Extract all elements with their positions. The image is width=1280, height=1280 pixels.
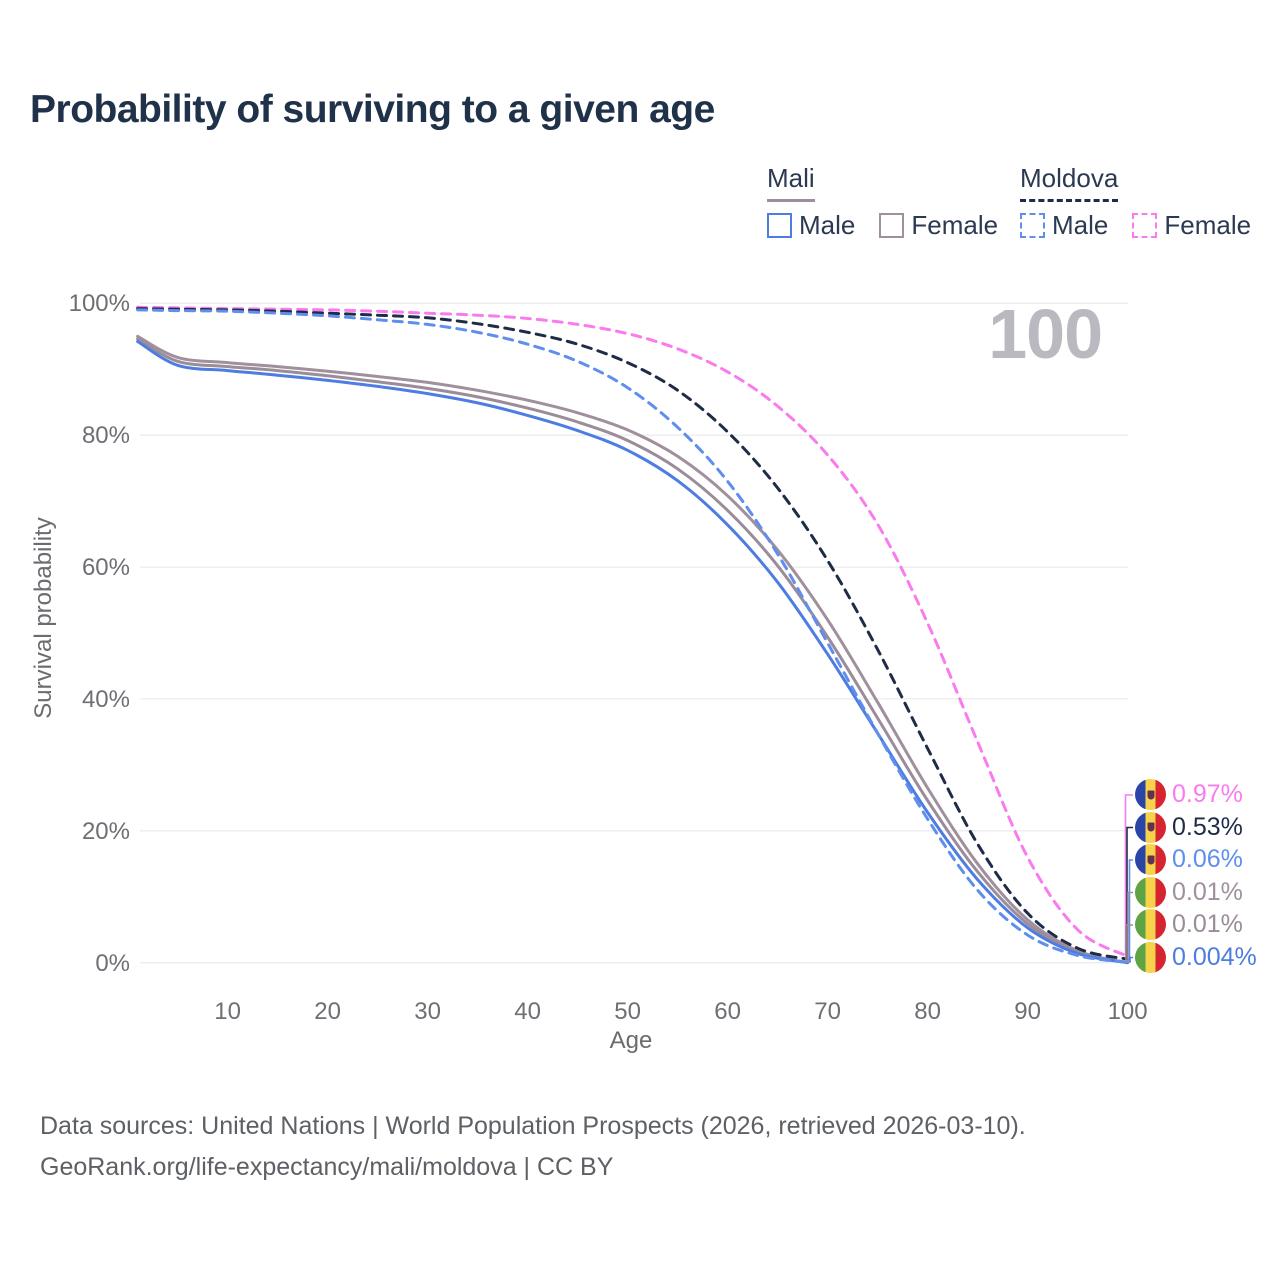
legend-item-label: Female bbox=[911, 210, 999, 240]
x-axis-title: Age bbox=[609, 1027, 653, 1054]
attribution-line: GeoRank.org/life-expectancy/mali/moldova… bbox=[40, 1153, 614, 1181]
end-label-value: 0.53% bbox=[1172, 812, 1243, 841]
legend-country-moldova[interactable]: Moldova bbox=[1020, 163, 1119, 202]
legend-swatch-icon bbox=[1020, 213, 1045, 238]
end-label-moldova-male[interactable]: 0.06% bbox=[1135, 844, 1243, 875]
y-tick-label: 40% bbox=[81, 685, 130, 713]
x-tick-label: 10 bbox=[214, 998, 241, 1025]
mali-flag-icon bbox=[1135, 876, 1166, 908]
end-label-mali-male[interactable]: 0.004% bbox=[1135, 941, 1257, 973]
series-line-moldova-male[interactable] bbox=[136, 308, 1130, 964]
y-axis-title: Survival probability bbox=[30, 517, 57, 719]
y-tick-label: 0% bbox=[95, 949, 130, 977]
legend-group-mali: Mali Male Female bbox=[767, 163, 1022, 243]
legend-group-moldova: Moldova Male Female bbox=[1020, 163, 1275, 243]
age-indicator: 100 bbox=[988, 295, 1103, 373]
moldova-flag-icon bbox=[1135, 779, 1166, 810]
mali-flag-icon bbox=[1135, 941, 1166, 973]
end-label-value: 0.06% bbox=[1172, 845, 1243, 873]
end-label-connector bbox=[1124, 794, 1133, 957]
legend-item-label: Female bbox=[1164, 210, 1252, 240]
legend-item-moldova-female[interactable]: Female bbox=[1132, 210, 1251, 241]
end-label-connector bbox=[1128, 859, 1133, 963]
x-tick-label: 50 bbox=[614, 998, 641, 1025]
end-label-connector bbox=[1127, 891, 1133, 963]
end-label-connector bbox=[1125, 924, 1133, 963]
moldova-flag-icon bbox=[1135, 811, 1166, 843]
x-tick-label: 90 bbox=[1014, 998, 1041, 1025]
y-tick-label: 60% bbox=[81, 554, 130, 582]
end-label-connector bbox=[1129, 956, 1133, 963]
y-tick-label: 80% bbox=[81, 422, 130, 450]
legend-country-mali[interactable]: Mali bbox=[767, 163, 815, 202]
legend-swatch-icon bbox=[1132, 213, 1158, 238]
x-tick-label: 100 bbox=[1107, 998, 1148, 1025]
series-line-moldova[interactable] bbox=[136, 307, 1130, 961]
legend-item-label: Male bbox=[1052, 210, 1109, 240]
end-label-mali[interactable]: 0.01% bbox=[1135, 909, 1243, 940]
end-label-mali-female[interactable]: 0.01% bbox=[1135, 876, 1243, 908]
legend-item-moldova-male[interactable]: Male bbox=[1020, 210, 1108, 241]
end-label-moldova[interactable]: 0.53% bbox=[1135, 811, 1243, 843]
chart-footer: Data sources: United Nations | World Pop… bbox=[40, 1106, 1026, 1188]
series-line-mali-male[interactable] bbox=[136, 340, 1130, 965]
y-tick-label: 20% bbox=[81, 817, 130, 845]
series-line-mali[interactable] bbox=[136, 337, 1130, 965]
legend-item-label: Male bbox=[799, 210, 856, 240]
end-label-connector bbox=[1126, 826, 1133, 960]
x-tick-label: 80 bbox=[914, 998, 941, 1025]
legend-item-mali-female[interactable]: Female bbox=[879, 210, 998, 241]
end-label-value: 0.004% bbox=[1172, 942, 1257, 971]
series-line-moldova-female[interactable] bbox=[136, 305, 1130, 958]
x-tick-label: 60 bbox=[714, 998, 741, 1025]
chart-title: Probability of surviving to a given age bbox=[30, 88, 715, 131]
x-tick-label: 30 bbox=[414, 998, 441, 1025]
x-tick-label: 40 bbox=[514, 998, 541, 1025]
end-label-value: 0.01% bbox=[1172, 877, 1243, 906]
y-tick-label: 100% bbox=[68, 290, 130, 318]
end-label-value: 0.97% bbox=[1172, 780, 1243, 808]
x-tick-label: 20 bbox=[314, 998, 341, 1025]
legend-item-mali-male[interactable]: Male bbox=[767, 210, 855, 241]
legend-swatch-icon bbox=[879, 213, 905, 238]
moldova-flag-icon bbox=[1135, 844, 1166, 875]
legend-swatch-icon bbox=[767, 213, 792, 238]
series-line-mali-female[interactable] bbox=[136, 334, 1130, 965]
end-label-value: 0.01% bbox=[1172, 910, 1243, 938]
mali-flag-icon bbox=[1135, 909, 1166, 940]
end-label-moldova-female[interactable]: 0.97% bbox=[1135, 779, 1243, 810]
x-tick-label: 70 bbox=[814, 998, 841, 1025]
data-source-line: Data sources: United Nations | World Pop… bbox=[40, 1112, 1026, 1140]
